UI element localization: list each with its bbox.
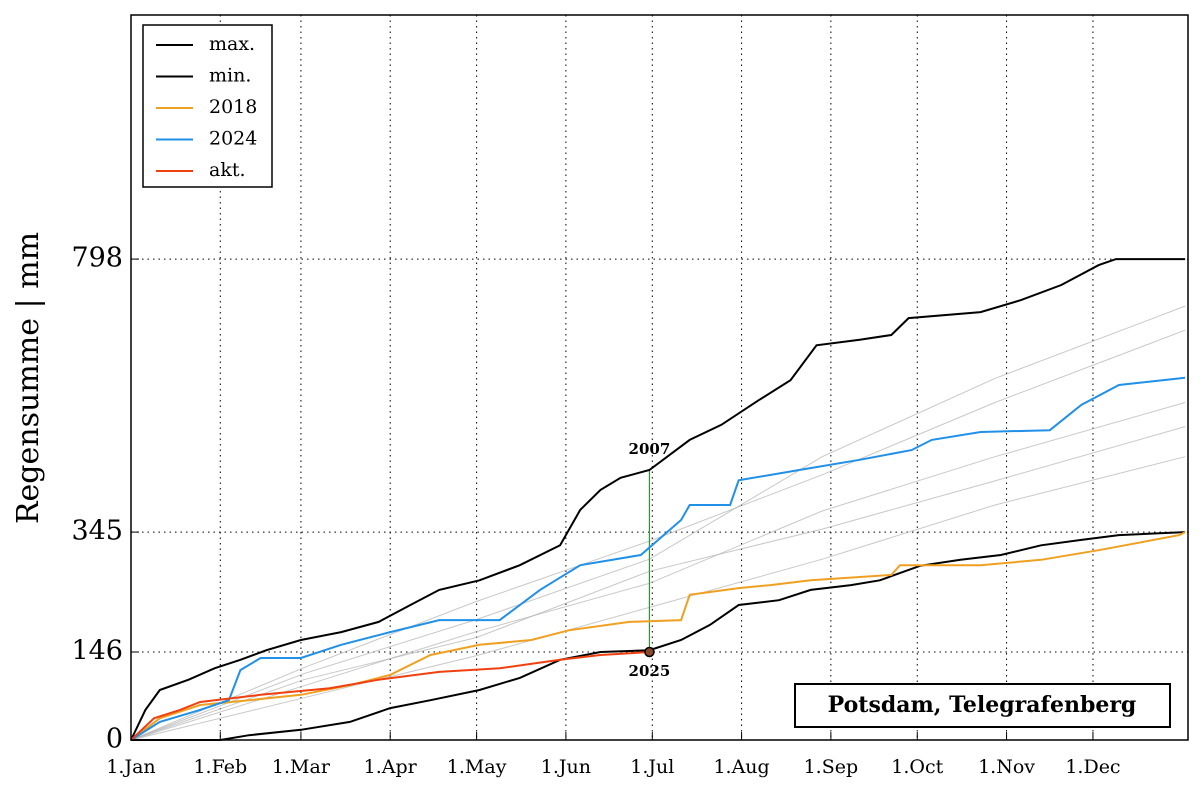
series-line bbox=[131, 531, 1186, 741]
y-axis-label: Regensumme | mm bbox=[11, 232, 46, 524]
legend-label: 2018 bbox=[209, 96, 257, 118]
x-tick-label: 1.Dec bbox=[1065, 756, 1120, 778]
x-tick-label: 1.May bbox=[447, 756, 507, 778]
y-tick-label: 146 bbox=[71, 636, 123, 667]
series-line bbox=[130, 531, 1186, 741]
annotation-label: 2007 bbox=[629, 440, 671, 458]
series-line bbox=[130, 376, 1186, 741]
y-tick-label: 345 bbox=[71, 516, 123, 547]
x-tick-label: 1.Sep bbox=[804, 756, 859, 778]
x-tick-label: 1.Aug bbox=[713, 756, 769, 778]
x-tick-label: 1.Jul bbox=[630, 756, 674, 778]
legend-label: 2024 bbox=[209, 128, 257, 150]
location-box bbox=[794, 683, 1171, 728]
x-tick-label: 1.Oct bbox=[891, 756, 943, 778]
location-label: Potsdam, Telegrafenberg bbox=[828, 692, 1137, 718]
x-tick-label: 1.Apr bbox=[364, 756, 418, 778]
annotation-marker bbox=[644, 646, 655, 658]
x-tick-label: 1.Jun bbox=[541, 756, 591, 778]
x-tick-label: 1.Jan bbox=[106, 756, 155, 778]
legend-box bbox=[142, 24, 273, 188]
legend: max. min. 2018 2024 akt. bbox=[142, 24, 273, 188]
plot-frame bbox=[130, 14, 1189, 741]
x-tick-label: 1.Nov bbox=[978, 756, 1035, 778]
x-tick-label: 1.Feb bbox=[193, 756, 247, 778]
x-tick-label: 1.Mar bbox=[272, 756, 331, 778]
legend-label: min. bbox=[209, 65, 251, 87]
series-line bbox=[130, 258, 1186, 741]
legend-label: max. bbox=[209, 33, 255, 55]
annotation-label: 2025 bbox=[629, 662, 671, 680]
legend-label: akt. bbox=[209, 159, 246, 181]
y-tick-label: 0 bbox=[106, 724, 123, 755]
y-tick-label: 798 bbox=[71, 243, 123, 274]
series-line bbox=[130, 651, 650, 741]
